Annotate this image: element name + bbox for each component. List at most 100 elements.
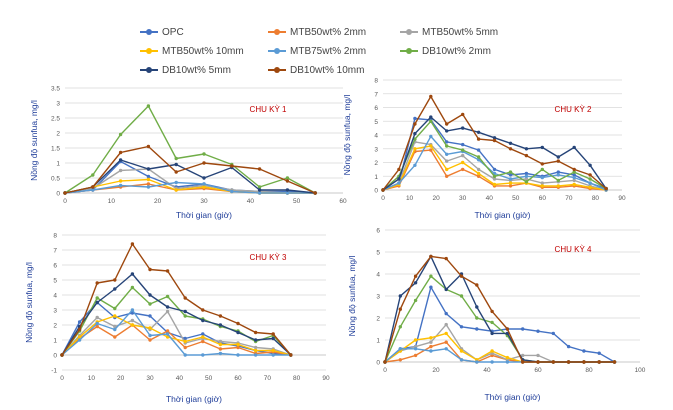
x-tick-label: 100 [635, 367, 646, 374]
data-point [202, 185, 206, 189]
legend-item: MTB50wt% 2mm [268, 25, 366, 39]
data-point [202, 176, 206, 180]
data-point [165, 332, 170, 336]
data-point [118, 132, 123, 137]
data-point [475, 327, 479, 331]
legend-item: OPC [140, 25, 184, 39]
data-point [572, 182, 576, 187]
data-point [253, 348, 258, 353]
data-point [556, 178, 560, 183]
series-line [64, 168, 316, 194]
data-point [521, 327, 525, 331]
legend-swatch [268, 27, 286, 37]
x-axis-label: Thời gian (giờ) [474, 210, 530, 220]
data-point [183, 309, 187, 314]
x-tick-label: 20 [432, 195, 440, 202]
data-point [285, 191, 290, 195]
data-point [413, 147, 417, 151]
data-point [253, 338, 258, 342]
data-point [271, 348, 275, 353]
data-point [445, 167, 449, 172]
y-tick-label: 7 [374, 91, 378, 98]
x-tick-label: 20 [117, 375, 125, 382]
data-point [540, 175, 544, 180]
data-point [113, 287, 117, 291]
data-point [490, 309, 494, 314]
data-point [60, 353, 64, 357]
chart-panel: 0 0.5 1 1.5 2 2.5 3 3.5 0 10 20 30 40 50 60 CHU KỲ 1 Thờ… [29, 86, 347, 221]
x-tick-label: 30 [200, 198, 208, 205]
data-point [588, 185, 592, 189]
data-point [413, 281, 418, 285]
data-point [398, 294, 402, 298]
legend-item: MTB50wt% 10mm [140, 44, 244, 58]
y-tick-label: 8 [374, 78, 378, 85]
data-point [490, 349, 494, 353]
data-point [476, 155, 481, 159]
legend-swatch [140, 65, 158, 75]
data-point [77, 327, 82, 332]
data-point [77, 335, 82, 339]
data-point [236, 345, 240, 350]
x-tick-label: 50 [293, 198, 301, 205]
data-point [413, 347, 418, 351]
data-point [475, 283, 479, 287]
data-point [91, 188, 95, 192]
data-point [445, 140, 449, 144]
legend-swatch [400, 27, 418, 37]
data-point [130, 272, 135, 276]
y-tick-label: 0 [376, 360, 380, 367]
x-tick-label: 0 [381, 195, 385, 202]
data-point [413, 131, 417, 136]
y-tick-label: 2 [374, 160, 378, 167]
data-point [459, 274, 464, 278]
data-point [183, 339, 187, 344]
x-tick-label: 60 [539, 195, 547, 202]
data-point [218, 339, 223, 344]
y-tick-label: 3 [376, 294, 380, 301]
data-point [202, 182, 206, 186]
data-point [492, 138, 497, 143]
data-point [165, 269, 170, 273]
data-point [130, 318, 135, 323]
data-point [398, 347, 402, 351]
data-point [524, 171, 529, 176]
data-point [174, 170, 178, 174]
data-point [146, 144, 151, 149]
data-point [588, 173, 592, 177]
data-point [91, 173, 95, 177]
data-point [383, 360, 387, 364]
data-point [118, 150, 123, 155]
y-tick-label: 0 [53, 353, 57, 360]
data-point [218, 323, 223, 327]
y-tick-label: 1 [53, 338, 57, 345]
data-point [413, 137, 417, 141]
legend-label: MTB75wt% 2mm [290, 45, 367, 57]
data-point [113, 314, 117, 318]
data-point [582, 360, 586, 364]
data-point [429, 344, 433, 349]
y-tick-label: -1 [51, 368, 57, 375]
data-point [540, 162, 544, 166]
x-axis-label: Thời gian (giờ) [484, 392, 540, 402]
data-point [444, 340, 448, 344]
data-point [183, 314, 187, 318]
data-point [257, 191, 262, 195]
y-tick-label: 0 [374, 188, 378, 195]
data-point [202, 152, 206, 156]
data-point [476, 130, 481, 134]
y-tick-label: 5 [53, 278, 57, 285]
data-point [201, 339, 205, 344]
data-point [461, 142, 465, 147]
data-point [218, 314, 223, 318]
series-line [384, 286, 615, 363]
data-point [597, 351, 601, 355]
data-point [612, 360, 617, 364]
data-point [236, 330, 240, 335]
x-axis-label: Thời gian (giờ) [166, 394, 222, 404]
data-point [429, 349, 433, 353]
y-tick-label: 2.5 [51, 116, 60, 123]
data-point [476, 171, 481, 176]
data-point [285, 188, 290, 192]
